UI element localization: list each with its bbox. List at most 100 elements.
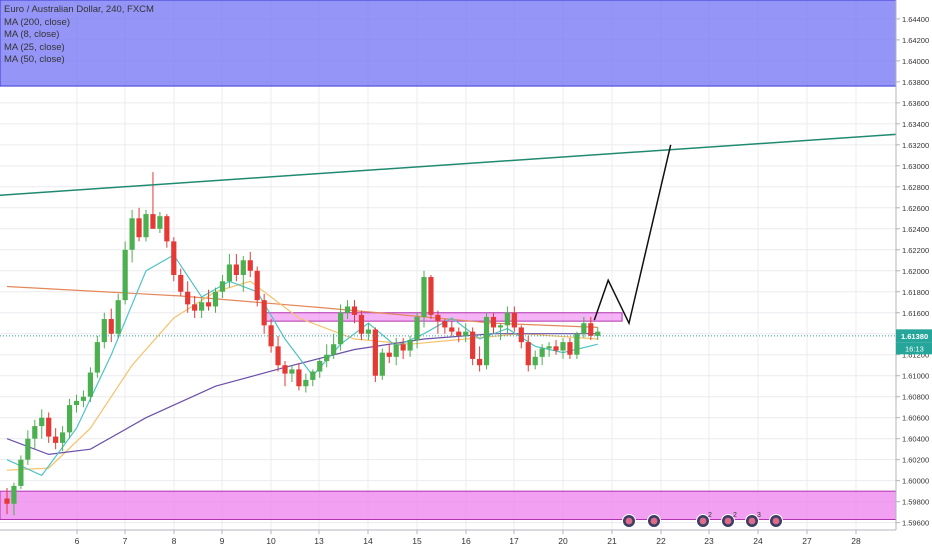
candle-up: [344, 306, 351, 313]
candle-down: [470, 331, 476, 359]
price-tick-label: 1.64200: [902, 36, 929, 45]
candle-up: [595, 331, 601, 336]
time-tick-label: 22: [656, 536, 666, 546]
candle-down: [185, 291, 191, 305]
time-tick-label: 24: [753, 536, 763, 546]
price-tick-label: 1.60400: [902, 435, 929, 444]
events[interactable]: 2 2 3: [622, 512, 783, 528]
candle-down: [150, 214, 156, 229]
time-tick-label: 9: [220, 536, 225, 546]
countdown-bg: [896, 342, 932, 355]
candle-up: [115, 300, 121, 334]
time-tick-label: 28: [851, 536, 861, 546]
price-tick-label: 1.64000: [902, 57, 929, 66]
candle-up: [331, 344, 337, 355]
candle-down: [282, 365, 288, 374]
candle-down: [372, 329, 378, 376]
candle-down: [553, 346, 559, 351]
candle-up: [157, 216, 163, 229]
candle-up: [94, 342, 100, 373]
candle-down: [442, 321, 448, 328]
time-tick-label: 8: [172, 536, 177, 546]
price-tick-label: 1.59800: [902, 498, 929, 507]
time-tick-label: 7: [123, 536, 128, 546]
candle-up: [560, 342, 566, 351]
candle-up: [379, 352, 385, 376]
event-flag-icon-inner: [724, 517, 732, 525]
candle-down: [588, 323, 594, 336]
event-marker[interactable]: 2: [696, 512, 713, 528]
legend-ma8[interactable]: MA (8, close): [4, 29, 60, 40]
legend-symbol[interactable]: Euro / Australian Dollar, 240, FXCM: [4, 4, 154, 15]
candle-up: [338, 312, 344, 345]
price-tick-label: 1.61200: [902, 351, 929, 360]
price-tick-label: 1.63400: [902, 120, 929, 129]
time-axis[interactable]: 6 7 8 9 10 13 14 15 16 17 20 21 22 23 24 27 28: [0, 529, 896, 546]
event-marker[interactable]: [647, 514, 661, 528]
candle-down: [178, 274, 184, 292]
legend-ma50[interactable]: MA (50, close): [4, 54, 65, 65]
time-tick-label: 6: [75, 536, 80, 546]
event-marker[interactable]: 2: [721, 512, 738, 528]
price-tick-label: 1.63200: [902, 141, 929, 150]
candle-up: [73, 400, 80, 406]
time-tick-label: 13: [314, 536, 324, 546]
price-tag: 1.61380 16:13: [896, 329, 932, 355]
candle-up: [324, 354, 330, 362]
candle-down: [108, 319, 114, 334]
candle-up: [122, 249, 128, 301]
candle-down: [53, 436, 59, 443]
event-flag-icon-inner: [650, 517, 658, 525]
event-marker[interactable]: [769, 514, 783, 528]
event-flag-icon-inner: [772, 517, 780, 525]
time-tick-label: 10: [266, 536, 276, 546]
legend-ma25[interactable]: MA (25, close): [4, 41, 65, 53]
time-tick-label: 21: [607, 536, 617, 546]
price-tick-label: 1.63000: [902, 162, 929, 171]
legend-ma200[interactable]: MA (200, close): [4, 16, 70, 28]
price-tick-label: 1.61000: [902, 372, 929, 381]
candle-up: [463, 331, 469, 336]
time-tick-label: 17: [509, 536, 519, 546]
event-marker[interactable]: 3: [745, 512, 762, 528]
candle-down: [164, 216, 170, 242]
candle-down: [456, 331, 462, 336]
price-axis[interactable]: 1.59600 1.59800 1.60000 1.60200 1.60400 1.606…: [895, 0, 929, 530]
candle-up: [60, 432, 66, 443]
candle-down: [428, 277, 434, 315]
price-tick-label: 1.63800: [902, 78, 929, 87]
candle-up: [199, 302, 205, 311]
time-tick-label: 14: [363, 536, 373, 546]
price-tag-bg: [896, 329, 932, 343]
event-flag-icon-inner: [625, 517, 633, 525]
candle-up: [546, 346, 552, 349]
candles: [4, 172, 601, 516]
price-tick-label: 1.62600: [902, 204, 929, 213]
legend[interactable]: Euro / Australian Dollar, 240, FXCM MA (…: [4, 4, 154, 67]
candle-down: [518, 327, 524, 343]
candle-up: [365, 329, 371, 334]
time-tick-label: 20: [558, 536, 568, 546]
event-marker[interactable]: [622, 514, 636, 528]
candle-up: [240, 260, 246, 275]
candle-down: [400, 344, 406, 351]
drawings[interactable]: [0, 133, 897, 337]
candle-down: [275, 346, 281, 366]
price-tick-label: 1.62000: [902, 267, 929, 276]
candle-down: [268, 325, 274, 347]
event-count: 2: [708, 512, 712, 519]
event-flag-icon-inner: [748, 517, 756, 525]
candle-up: [407, 340, 413, 351]
candle-up: [39, 417, 45, 427]
candle-down: [233, 264, 239, 275]
event-count: 3: [757, 512, 761, 519]
candle-down: [136, 218, 142, 238]
candle-down: [171, 241, 177, 275]
price-tick-label: 1.60200: [902, 456, 929, 465]
price-tick-label: 1.63600: [902, 99, 929, 108]
candle-up: [289, 369, 295, 374]
event-flag-icon-inner: [699, 517, 707, 525]
candle-up: [11, 485, 17, 504]
